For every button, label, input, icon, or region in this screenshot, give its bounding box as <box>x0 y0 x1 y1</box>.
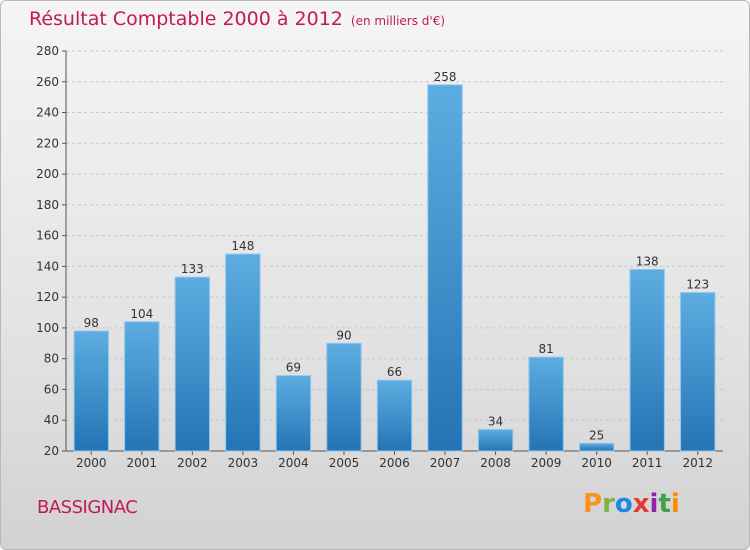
x-tick-label-2009: 2009 <box>531 456 562 470</box>
value-label-2005: 90 <box>336 328 351 342</box>
y-tick-label: 60 <box>44 382 59 396</box>
bar-2002 <box>174 276 211 452</box>
bar-2006 <box>376 379 413 452</box>
bars: 98 104 133 148 69 90 66 258 34 81 25 138 123 <box>73 70 716 452</box>
x-tick-label-2008: 2008 <box>480 456 511 470</box>
y-tick-label: 240 <box>36 106 59 120</box>
proxiti-logo: Proxiti <box>583 489 680 519</box>
y-tick-label: 120 <box>36 290 59 304</box>
x-tick-label-2010: 2010 <box>581 456 612 470</box>
bar-2004 <box>275 375 312 452</box>
value-label-2011: 138 <box>636 254 659 268</box>
y-tick-label: 40 <box>44 413 59 427</box>
bar-2009 <box>528 356 564 452</box>
x-tick-label-2012: 2012 <box>682 456 713 470</box>
y-tick-label: 100 <box>36 321 59 335</box>
x-tick-label-2007: 2007 <box>430 456 461 470</box>
value-label-2006: 66 <box>387 365 402 379</box>
bar-2011 <box>629 268 665 452</box>
commune-name: BASSIGNAC <box>37 497 138 518</box>
bar-2010 <box>578 442 615 452</box>
x-tick-label-2003: 2003 <box>228 456 259 470</box>
x-tick-label-2000: 2000 <box>76 456 107 470</box>
value-label-2004: 69 <box>286 361 301 375</box>
y-tick-label: 200 <box>36 167 59 181</box>
y-tick-label: 280 <box>36 44 59 58</box>
y-tick-label: 260 <box>36 75 59 89</box>
x-tick-label-2005: 2005 <box>329 456 360 470</box>
bar-2003 <box>225 253 261 452</box>
x-tick-label-2002: 2002 <box>177 456 208 470</box>
value-label-2010: 25 <box>589 428 604 442</box>
x-tick-label-2006: 2006 <box>379 456 410 470</box>
bar-2005 <box>326 342 362 452</box>
value-label-2007: 258 <box>434 70 457 84</box>
y-tick-label: 160 <box>36 229 59 243</box>
x-tick-label-2001: 2001 <box>127 456 158 470</box>
bar-2008 <box>477 428 514 452</box>
bar-2001 <box>124 321 160 452</box>
value-label-2001: 104 <box>130 307 153 321</box>
value-label-2009: 81 <box>538 342 553 356</box>
value-label-2003: 148 <box>231 239 254 253</box>
y-tick-label: 20 <box>44 444 59 458</box>
bar-2000 <box>73 330 109 452</box>
y-tick-label: 220 <box>36 136 59 150</box>
value-label-2012: 123 <box>686 278 709 292</box>
x-tick-label-2011: 2011 <box>632 456 663 470</box>
x-tick-label-2004: 2004 <box>278 456 309 470</box>
chart-title-text: Résultat Comptable 2000 à 2012 <box>29 8 343 30</box>
bar-2007 <box>427 84 463 452</box>
chart-unit-label: (en milliers d'€) <box>350 14 446 28</box>
y-tick-label: 140 <box>36 259 59 273</box>
value-label-2002: 133 <box>181 262 204 276</box>
bar-2012 <box>680 292 716 452</box>
axes: 20 40 60 80 100 120 140 160 180 200 220 240 260 280 20… <box>36 44 723 470</box>
chart-title: Résultat Comptable 2000 à 2012 (en millie… <box>29 8 445 30</box>
value-label-2000: 98 <box>84 316 99 330</box>
y-tick-label: 80 <box>44 352 59 366</box>
value-label-2008: 34 <box>488 414 503 428</box>
y-tick-label: 180 <box>36 198 59 212</box>
